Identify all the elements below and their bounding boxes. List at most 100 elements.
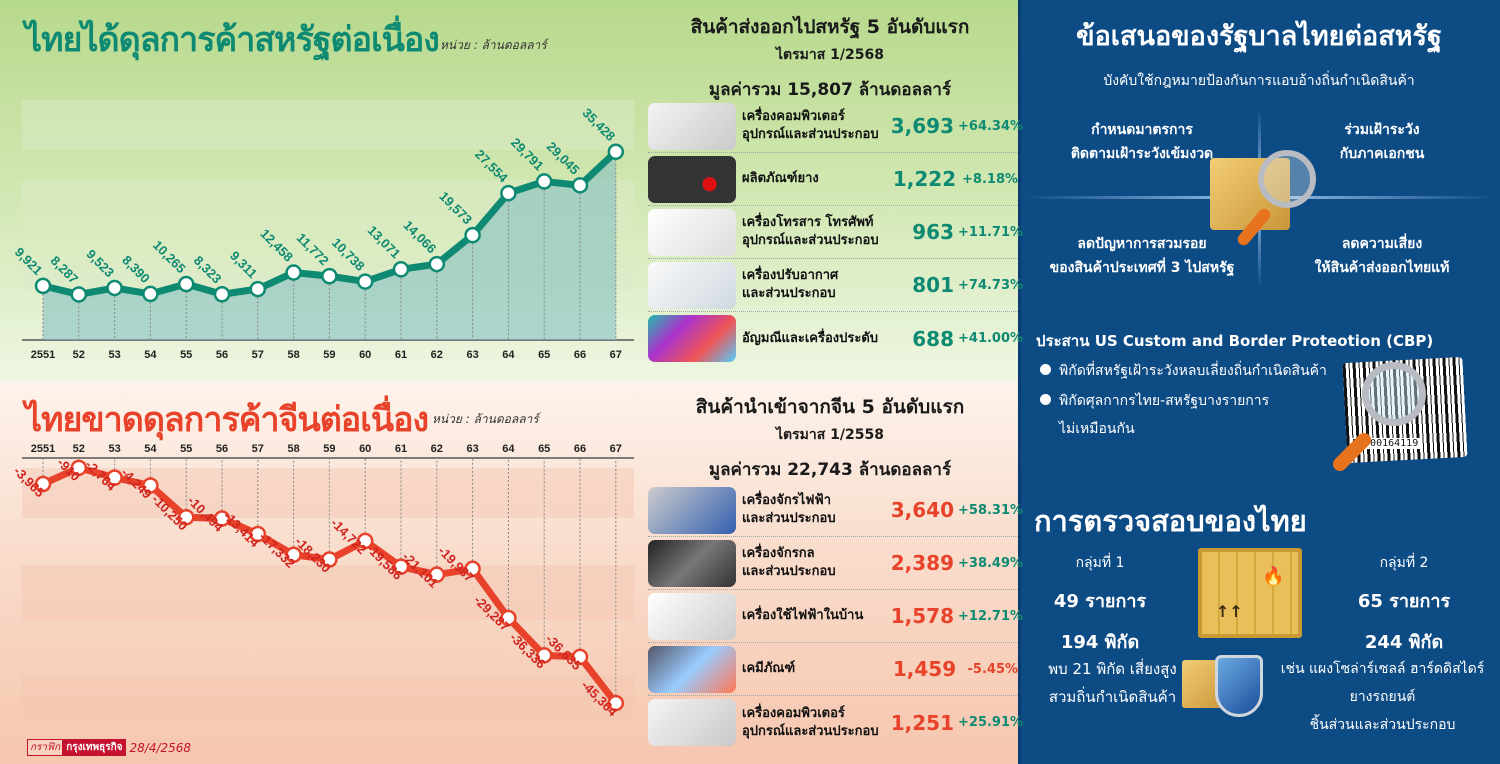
list-item: อัญมณีและเครื่องประดับ 688 +41.00%: [648, 312, 1023, 365]
svg-text:57: 57: [252, 349, 264, 361]
product-change: +58.31%: [958, 502, 1024, 518]
us-exports-header: สินค้าส่งออกไปสหรัฐ 5 อันดับแรก ไตรมาส 1…: [645, 12, 1015, 103]
list-item: เครื่องจักรกล และส่วนประกอบ 2,389 +38.49%: [648, 537, 1023, 590]
cbp-bullet-2: พิกัดศุลกากรไทย-สหรัฐบางรายการ: [1040, 390, 1269, 412]
cn-chart-title: ไทยขาดดุลการค้าจีนต่อเนื่อง: [25, 400, 429, 440]
credit-label: กราฟิก: [27, 739, 64, 756]
proposal-measure-1: กำหนดมาตรการ ติดตามเฝ้าระวังเข้มงวด: [1022, 118, 1262, 166]
list-item: เครื่องคอมพิวเตอร์อุปกรณ์และส่วนประกอบ 3…: [648, 100, 1024, 153]
cn-imports-period: ไตรมาส 1/2558: [776, 427, 884, 443]
magnifier-icon: [1362, 362, 1426, 426]
cn-imports-total: มูลค่ารวม 22,743 ล้านดอลลาร์: [708, 460, 952, 480]
product-name: เครื่องคอมพิวเตอร์: [742, 705, 845, 721]
group-label: กลุ่มที่ 2: [1379, 555, 1429, 571]
product-change: +25.91%: [958, 715, 1024, 730]
example-text: ชิ้นส่วนและส่วนประกอบ: [1309, 717, 1456, 733]
gems-icon: [648, 315, 736, 362]
chemicals-icon: [648, 645, 736, 693]
fax-machine-icon: [648, 208, 736, 256]
proposal-text: ของสินค้าประเทศที่ 3 ไปสหรัฐ: [1049, 260, 1235, 276]
group-items: 49 รายการ: [1053, 591, 1147, 612]
cn-imports-title: สินค้านำเข้าจากจีน 5 อันดับแรก: [695, 396, 965, 418]
cn-imports-header: สินค้านำเข้าจากจีน 5 อันดับแรก ไตรมาส 1/…: [645, 392, 1015, 483]
inspection-title: การตรวจสอบของไทย: [1034, 504, 1307, 538]
svg-text:56: 56: [216, 443, 228, 455]
product-name-line2: และส่วนประกอบ: [742, 286, 836, 301]
inspection-group-1: กลุ่มที่ 1 49 รายการ 194 พิกัด: [1020, 552, 1180, 656]
proposal-measure-2: ร่วมเฝ้าระวัง กับภาคเอกชน: [1262, 118, 1500, 166]
product-value: 1,459: [892, 657, 957, 681]
cbp-bullet-1: พิกัดที่สหรัฐเฝ้าระวังหลบเลี่ยงถิ่นกำเนิ…: [1040, 360, 1327, 382]
product-value: 801: [912, 273, 954, 297]
list-item: เครื่องคอมพิวเตอร์อุปกรณ์และส่วนประกอบ 1…: [648, 696, 1024, 749]
product-change: +8.18%: [962, 171, 1019, 187]
svg-text:65: 65: [538, 443, 550, 455]
us-exports-total: มูลค่ารวม 15,807 ล้านดอลลาร์: [708, 80, 952, 100]
rubber-products-icon: [648, 155, 736, 203]
electric-motor-icon: [648, 486, 736, 534]
shield-icon: [1215, 655, 1263, 717]
product-name-line2: และส่วนประกอบ: [742, 511, 836, 526]
credit: กราฟิก กรุงเทพธุรกิจ 28/4/2568: [27, 739, 191, 756]
inspection-group-2: กลุ่มที่ 2 65 รายการ 244 พิกัด: [1324, 552, 1484, 656]
product-name: เครื่องจักรไฟฟ้า: [742, 493, 831, 508]
product-value: 3,693: [890, 114, 954, 138]
product-value: 1,251: [890, 710, 954, 735]
svg-text:66: 66: [574, 443, 586, 455]
bullet-icon: [1040, 364, 1051, 375]
list-item: เคมีภัณฑ์ 1,459 -5.45%: [648, 643, 1018, 696]
proposal-title: ข้อเสนอของรัฐบาลไทยต่อสหรัฐ: [1076, 21, 1442, 52]
home-appliances-icon: [648, 592, 736, 640]
svg-text:59: 59: [323, 349, 335, 361]
svg-text:66: 66: [574, 349, 586, 361]
svg-text:54: 54: [144, 443, 157, 455]
svg-text:60: 60: [359, 443, 371, 455]
proposal-measure-3: ลดปัญหาการสวมรอย ของสินค้าประเทศที่ 3 ไป…: [1022, 232, 1262, 280]
wooden-crate-icon: [1198, 548, 1302, 638]
example-text: เช่น แผงโซล่าร์เซลล์ ฮาร์ดดิสไดร์: [1280, 661, 1485, 677]
cbp-bullet-text: พิกัดที่สหรัฐเฝ้าระวังหลบเลี่ยงถิ่นกำเนิ…: [1059, 363, 1327, 379]
svg-text:2551: 2551: [31, 443, 55, 455]
proposal-text: ลดปัญหาการสวมรอย: [1077, 236, 1207, 252]
product-name: ผลิตภัณฑ์ยาง: [742, 171, 819, 186]
computer-icon: [648, 699, 736, 746]
svg-text:59: 59: [323, 443, 335, 455]
group-items: 65 รายการ: [1357, 591, 1451, 612]
svg-text:63: 63: [466, 349, 478, 361]
product-name: เครื่องคอมพิวเตอร์: [742, 109, 845, 124]
product-value: 1,222: [892, 167, 957, 191]
group-label: กลุ่มที่ 1: [1075, 555, 1125, 571]
product-value: 688: [912, 326, 954, 351]
cn-chart-unit: หน่วย : ล้านดอลลาร์: [432, 412, 539, 426]
product-name-line2: อุปกรณ์และส่วนประกอบ: [742, 723, 879, 739]
product-change: +12.71%: [958, 608, 1024, 624]
proposal-text: กำหนดมาตรการ: [1091, 122, 1193, 138]
list-item: ผลิตภัณฑ์ยาง 1,222 +8.18%: [648, 153, 1018, 206]
proposal-text: ลดความเสี่ยง: [1341, 236, 1423, 252]
list-item: เครื่องปรับอากาศ และส่วนประกอบ 801 +74.73…: [648, 259, 1024, 312]
us-chart-title: ไทยได้ดุลการค้าสหรัฐต่อเนื่อง: [25, 20, 440, 60]
us-exports-period: ไตรมาส 1/2568: [776, 47, 884, 63]
product-change: +74.73%: [958, 277, 1024, 293]
proposal-text: กับภาคเอกชน: [1339, 146, 1425, 162]
product-name: เครื่องโทรสาร โทรศัพท์: [742, 215, 874, 230]
svg-text:55: 55: [180, 443, 192, 455]
svg-text:54: 54: [144, 349, 157, 361]
bullet-icon: [1040, 394, 1051, 405]
svg-text:60: 60: [359, 349, 371, 361]
us-exports-title: สินค้าส่งออกไปสหรัฐ 5 อันดับแรก: [690, 16, 970, 38]
svg-text:55: 55: [180, 349, 192, 361]
svg-text:64: 64: [502, 443, 515, 455]
proposal-text: ให้สินค้าส่งออกไทยแท้: [1314, 260, 1450, 276]
svg-text:57: 57: [252, 443, 264, 455]
product-name-line2: อุปกรณ์และส่วนประกอบ: [742, 127, 879, 142]
risk-text: พบ 21 พิกัด เสี่ยงสูง: [1048, 660, 1177, 678]
magnifier-icon: [1258, 150, 1316, 208]
cn-imports-list: เครื่องจักรไฟฟ้า และส่วนประกอบ 3,640 +58.…: [648, 484, 1024, 749]
product-change: +11.71%: [958, 224, 1024, 240]
product-change: +64.34%: [958, 118, 1024, 134]
product-value: 2,389: [890, 551, 954, 575]
svg-text:61: 61: [395, 443, 407, 455]
credit-date: 28/4/2568: [129, 740, 192, 755]
svg-text:67: 67: [610, 443, 622, 455]
